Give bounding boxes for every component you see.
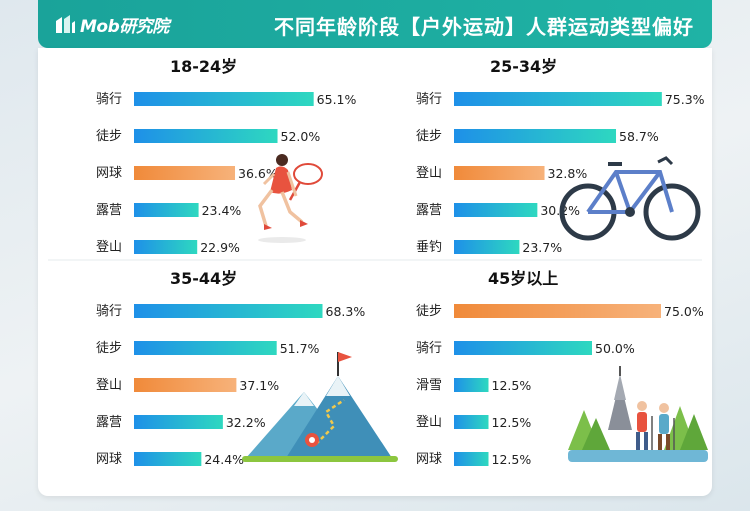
bar: [454, 378, 489, 392]
data-label: 75.0%: [664, 304, 704, 319]
data-label: 12.5%: [492, 452, 532, 467]
bar: [454, 92, 662, 106]
bar: [454, 166, 545, 180]
category-label: 徒步: [96, 129, 122, 144]
bar: [134, 129, 278, 143]
category-label: 网球: [96, 452, 122, 467]
data-label: 22.9%: [200, 240, 240, 255]
bar: [134, 240, 198, 254]
category-label: 骑行: [416, 341, 442, 356]
category-label: 徒步: [416, 129, 442, 144]
logo: Mob研究院: [54, 10, 169, 38]
data-label: 52.0%: [281, 129, 321, 144]
data-label: 23.4%: [202, 203, 242, 218]
data-label: 12.5%: [492, 415, 532, 430]
bar: [134, 166, 236, 180]
logo-icon: [56, 15, 75, 33]
hikers-temple-icon: [568, 366, 708, 462]
category-label: 骑行: [96, 92, 122, 107]
bar: [454, 415, 489, 429]
bar: [454, 240, 520, 254]
bar: [134, 304, 323, 318]
chart-card: 18-24岁骑行 65.1% 徒步 52.0% 网球 36.6% 露营 23.4% 登山 22.9…: [38, 48, 712, 496]
category-label: 露营: [96, 203, 122, 218]
bar: [134, 203, 199, 217]
bar: [454, 341, 592, 355]
data-label: 32.8%: [548, 166, 588, 181]
bar: [454, 304, 661, 318]
bar: [454, 452, 489, 466]
category-label: 登山: [416, 415, 442, 430]
category-label: 滑雪: [416, 378, 442, 393]
bar: [454, 203, 538, 217]
bar: [134, 378, 237, 392]
category-label: 登山: [416, 166, 442, 181]
category-label: 登山: [96, 240, 122, 255]
bar: [134, 341, 277, 355]
data-label: 68.3%: [326, 304, 366, 319]
data-label: 12.5%: [492, 378, 532, 393]
bicycle-icon: [559, 156, 701, 241]
page-title: 不同年龄阶段【户外运动】人群运动类型偏好: [274, 15, 694, 39]
chart-title: 25-34岁: [490, 57, 557, 76]
chart-title: 18-24岁: [170, 57, 237, 76]
category-label: 登山: [96, 378, 122, 393]
data-label: 65.1%: [317, 92, 357, 107]
data-label: 36.6%: [238, 166, 278, 181]
data-label: 23.7%: [522, 240, 562, 255]
category-label: 露营: [96, 415, 122, 430]
category-label: 露营: [416, 203, 442, 218]
bar: [134, 92, 314, 106]
data-label: 58.7%: [619, 129, 659, 144]
data-label: 75.3%: [665, 92, 705, 107]
chart-title: 45岁以上: [488, 269, 558, 288]
mountain-flag-icon: [242, 352, 398, 462]
category-label: 徒步: [416, 304, 442, 319]
data-label: 32.2%: [226, 415, 266, 430]
category-label: 骑行: [416, 92, 442, 107]
chart-title: 35-44岁: [170, 269, 237, 288]
data-label: 51.7%: [280, 341, 320, 356]
category-label: 垂钓: [416, 240, 442, 255]
data-label: 24.4%: [204, 452, 244, 467]
category-label: 网球: [416, 452, 442, 467]
tennis-player-icon: [258, 154, 323, 243]
category-label: 骑行: [96, 304, 122, 319]
data-label: 37.1%: [239, 378, 279, 393]
category-label: 网球: [96, 166, 122, 181]
bar: [134, 415, 223, 429]
category-label: 徒步: [96, 341, 122, 356]
data-label: 50.0%: [595, 341, 635, 356]
logo-text: Mob研究院: [80, 16, 169, 37]
header-banner: Mob研究院 不同年龄阶段【户外运动】人群运动类型偏好: [38, 0, 712, 48]
bar: [134, 452, 202, 466]
bar: [454, 129, 617, 143]
